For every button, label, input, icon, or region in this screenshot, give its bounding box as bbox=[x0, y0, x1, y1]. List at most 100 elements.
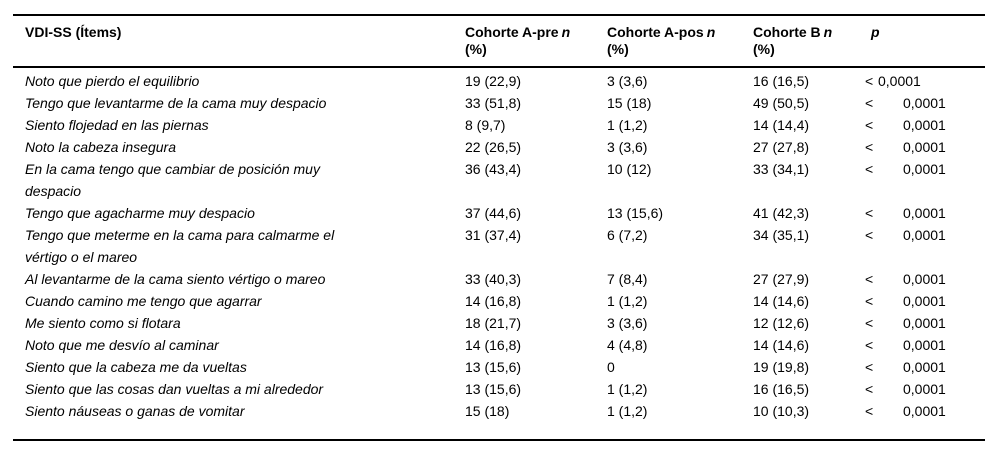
p-value: <0,0001 bbox=[865, 268, 985, 290]
percent-unit: (%) bbox=[753, 41, 775, 57]
item-label: Noto que me desvío al caminar bbox=[25, 337, 219, 353]
table-row: Noto que pierdo el equilibrio 19 (22,9) … bbox=[13, 70, 985, 92]
less-than-sign: < bbox=[865, 227, 874, 243]
cohorte-a-pre-value: 37 (44,6) bbox=[465, 205, 522, 221]
less-than-sign: < bbox=[865, 315, 874, 331]
cohorte-b-value: 33 (34,1) bbox=[753, 161, 810, 177]
table-row: Siento flojedad en las piernas 8 (9,7) 1… bbox=[13, 114, 985, 136]
cohorte-b-value: 14 (14,4) bbox=[753, 117, 810, 133]
n-symbol: n bbox=[561, 24, 571, 40]
less-than-sign: < bbox=[865, 95, 874, 111]
table-row: Siento que la cabeza me da vueltas 13 (1… bbox=[13, 356, 985, 378]
percent-unit: (%) bbox=[465, 41, 487, 57]
table-top-rule bbox=[13, 14, 985, 16]
item-label: Me siento como si flotara bbox=[25, 315, 181, 331]
p-value: <0,0001 bbox=[865, 202, 985, 224]
item-label: Siento que la cabeza me da vueltas bbox=[25, 359, 247, 375]
cohorte-b-value: 49 (50,5) bbox=[753, 95, 810, 111]
less-than-sign: < bbox=[865, 381, 874, 397]
less-than-sign: < bbox=[865, 293, 874, 309]
cohorte-a-pos-value: 1 (1,2) bbox=[607, 293, 648, 309]
column-header-cohorte-a-pre: Cohorte A-pre n (%) bbox=[465, 24, 571, 57]
cohorte-a-pre-value: 22 (26,5) bbox=[465, 139, 522, 155]
cohorte-a-pos-value: 1 (1,2) bbox=[607, 117, 648, 133]
cohorte-b-value: 14 (14,6) bbox=[753, 293, 810, 309]
table-row: Siento náuseas o ganas de vomitar 15 (18… bbox=[13, 400, 985, 422]
p-value: <0,0001 bbox=[865, 114, 985, 136]
less-than-sign: < bbox=[865, 337, 874, 353]
cohorte-b-value: 16 (16,5) bbox=[753, 381, 810, 397]
table-body: Noto que pierdo el equilibrio 19 (22,9) … bbox=[13, 68, 985, 439]
column-header-items-label: VDI-SS (Ítems) bbox=[25, 24, 122, 40]
p-value: <0,0001 bbox=[865, 136, 985, 158]
cohorte-a-pos-value: 1 (1,2) bbox=[607, 403, 648, 419]
item-label: Noto que pierdo el equilibrio bbox=[25, 73, 200, 89]
table-row: Noto que me desvío al caminar 14 (16,8) … bbox=[13, 334, 985, 356]
cohorte-b-value: 12 (12,6) bbox=[753, 315, 810, 331]
cohorte-a-pre-value: 31 (37,4) bbox=[465, 227, 522, 243]
cohorte-b-value: 14 (14,6) bbox=[753, 337, 810, 353]
cohorte-a-pos-value: 3 (3,6) bbox=[607, 73, 648, 89]
cohorte-a-pos-value: 3 (3,6) bbox=[607, 315, 648, 331]
cohorte-a-pos-value: 3 (3,6) bbox=[607, 139, 648, 155]
cohorte-a-pre-value: 8 (9,7) bbox=[465, 117, 506, 133]
less-than-sign: < bbox=[865, 403, 874, 419]
p-value: <0,0001 bbox=[865, 158, 985, 202]
column-header-p: p bbox=[871, 24, 880, 40]
cohorte-a-pre-value: 36 (43,4) bbox=[465, 161, 522, 177]
table-row: Noto la cabeza insegura 22 (26,5) 3 (3,6… bbox=[13, 136, 985, 158]
cohorte-a-pos-value: 1 (1,2) bbox=[607, 381, 648, 397]
cohorte-a-pos-value: 15 (18) bbox=[607, 95, 652, 111]
n-symbol: n bbox=[823, 24, 833, 40]
item-label: Tengo que meterme en la cama para calmar… bbox=[25, 227, 335, 265]
table-row: Al levantarme de la cama siento vértigo … bbox=[13, 268, 985, 290]
cohorte-a-pre-value: 13 (15,6) bbox=[465, 381, 522, 397]
table-row: Siento que las cosas dan vueltas a mi al… bbox=[13, 378, 985, 400]
cohorte-a-pos-value: 10 (12) bbox=[607, 161, 652, 177]
item-label: Tengo que agacharme muy despacio bbox=[25, 205, 255, 221]
p-value: <0,0001 bbox=[865, 224, 985, 268]
item-label: En la cama tengo que cambiar de posición… bbox=[25, 161, 320, 199]
less-than-sign: < bbox=[865, 271, 874, 287]
item-label: Siento flojedad en las piernas bbox=[25, 117, 209, 133]
item-label: Siento náuseas o ganas de vomitar bbox=[25, 403, 245, 419]
less-than-sign: < bbox=[865, 359, 874, 375]
cohorte-a-pre-value: 33 (40,3) bbox=[465, 271, 522, 287]
less-than-sign: < bbox=[865, 205, 874, 221]
table-header-row: VDI-SS (Ítems) Cohorte A-pre n (%) Cohort… bbox=[13, 16, 985, 66]
column-header-items: VDI-SS (Ítems) bbox=[13, 24, 465, 66]
table-row: Me siento como si flotara 18 (21,7) 3 (3… bbox=[13, 312, 985, 334]
cohorte-b-value: 10 (10,3) bbox=[753, 403, 810, 419]
vdi-ss-results-table: VDI-SS (Ítems) Cohorte A-pre n (%) Cohort… bbox=[13, 14, 985, 441]
p-value: <0,0001 bbox=[865, 92, 985, 114]
cohorte-b-value: 19 (19,8) bbox=[753, 359, 810, 375]
cohorte-a-pos-value: 6 (7,2) bbox=[607, 227, 648, 243]
cohorte-a-pre-value: 14 (16,8) bbox=[465, 337, 522, 353]
table-row: En la cama tengo que cambiar de posición… bbox=[13, 158, 985, 202]
p-value: <0,0001 bbox=[865, 400, 985, 422]
item-label: Cuando camino me tengo que agarrar bbox=[25, 293, 262, 309]
column-header-cohorte-a-pos: Cohorte A-pos n (%) bbox=[607, 24, 716, 57]
cohorte-a-pre-value: 13 (15,6) bbox=[465, 359, 522, 375]
p-value: <0,0001 bbox=[865, 70, 985, 92]
cohorte-a-pos-value: 13 (15,6) bbox=[607, 205, 664, 221]
n-symbol: n bbox=[706, 24, 716, 40]
cohorte-b-value: 34 (35,1) bbox=[753, 227, 810, 243]
p-value: <0,0001 bbox=[865, 356, 985, 378]
cohorte-a-pre-value: 15 (18) bbox=[465, 403, 510, 419]
table-row: Cuando camino me tengo que agarrar 14 (1… bbox=[13, 290, 985, 312]
p-value: <0,0001 bbox=[865, 312, 985, 334]
item-label: Noto la cabeza insegura bbox=[25, 139, 176, 155]
p-value: <0,0001 bbox=[865, 378, 985, 400]
less-than-sign: < bbox=[865, 161, 874, 177]
table-header-rule bbox=[13, 66, 985, 68]
less-than-sign: < bbox=[865, 139, 874, 155]
cohorte-b-value: 27 (27,9) bbox=[753, 271, 810, 287]
cohorte-b-value: 16 (16,5) bbox=[753, 73, 810, 89]
table-bottom-rule bbox=[13, 439, 985, 441]
cohorte-a-pre-value: 14 (16,8) bbox=[465, 293, 522, 309]
cohorte-b-value: 41 (42,3) bbox=[753, 205, 810, 221]
table-row: Tengo que levantarme de la cama muy desp… bbox=[13, 92, 985, 114]
